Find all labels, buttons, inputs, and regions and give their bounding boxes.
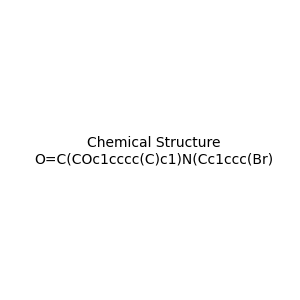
Text: Chemical Structure
O=C(COc1cccc(C)c1)N(Cc1ccc(Br): Chemical Structure O=C(COc1cccc(C)c1)N(C…	[34, 136, 273, 166]
